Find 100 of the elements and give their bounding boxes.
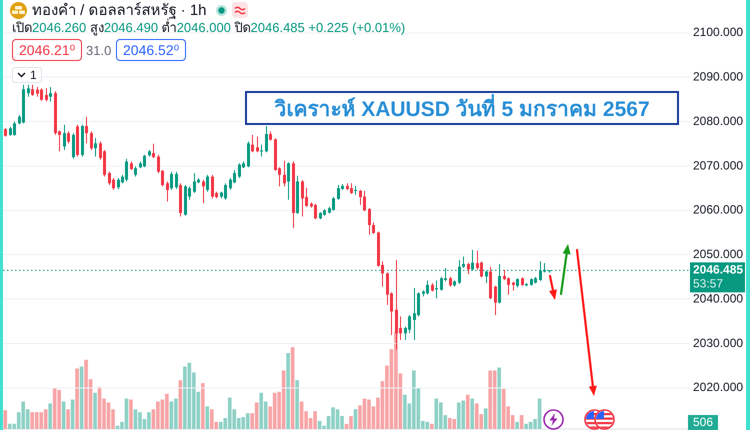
bar: [62, 402, 66, 429]
collapse-button: 1: [12, 67, 42, 83]
candlestick: [152, 143, 155, 158]
candlestick: [134, 166, 137, 178]
y-tick-label: 2080.000: [693, 114, 744, 128]
candlestick: [372, 222, 375, 234]
candlestick: [332, 196, 335, 212]
candlestick: [27, 84, 30, 98]
candlestick: [36, 86, 39, 98]
text: วิเคราะห์ XAUUSD วันที่ 5 มกราคม 2567: [245, 91, 679, 125]
bar: [66, 409, 70, 429]
y-tick-label: 2050.000: [693, 247, 744, 262]
bar: [21, 402, 26, 429]
candlestick: [13, 121, 16, 136]
bar: [403, 394, 407, 429]
candlestick: [40, 88, 43, 102]
candlestick: [251, 134, 254, 153]
bar: [70, 400, 74, 429]
candlestick: [193, 172, 196, 194]
candlestick: [94, 138, 97, 158]
candlestick: [426, 280, 429, 296]
bar: [492, 370, 497, 429]
candlestick: [233, 169, 236, 184]
bar: [246, 413, 250, 429]
candlestick: [229, 177, 232, 190]
candlestick: [224, 182, 227, 200]
bar: [218, 422, 223, 429]
bar: [456, 402, 461, 429]
candlestick: [125, 158, 128, 182]
candlestick: [31, 84, 34, 96]
bar: [484, 408, 488, 429]
candlestick: [503, 269, 506, 281]
bar: [48, 403, 52, 429]
candlestick: [368, 208, 371, 236]
candlestick: [117, 177, 120, 190]
bar: [44, 409, 48, 429]
candlestick: [90, 130, 93, 150]
text: 53:57: [693, 276, 724, 291]
bar: [30, 412, 34, 429]
annotation: 31.0: [86, 43, 112, 58]
bar: [474, 403, 479, 429]
bar: [538, 398, 542, 429]
bar: [488, 370, 492, 429]
candlestick: [449, 276, 452, 288]
bar: [286, 353, 290, 429]
bar: [183, 366, 187, 429]
bar: [205, 406, 210, 429]
candlestick: [206, 174, 209, 192]
bar: [466, 394, 470, 429]
candlestick: [408, 314, 411, 334]
bar: [34, 412, 39, 429]
y-tick-label: 2040.000: [693, 291, 744, 306]
candlestick: [314, 203, 317, 220]
candlestick: [238, 162, 241, 178]
y-tick-label: 2060.000: [693, 202, 744, 217]
bar: [129, 400, 133, 429]
bar: [497, 368, 501, 429]
candlestick: [301, 180, 304, 218]
candlestick: [269, 130, 272, 142]
candlestick: [337, 184, 340, 200]
bar: [470, 398, 474, 429]
annotation: 2046.52⁰: [116, 39, 186, 61]
candlestick: [260, 144, 263, 158]
bar: [290, 347, 294, 429]
bar: [80, 366, 84, 429]
y-tick-label: 2070.000: [693, 158, 744, 172]
bar: [75, 368, 79, 429]
candlestick: [350, 182, 353, 194]
candlestick: [494, 285, 497, 316]
bar: [438, 402, 443, 429]
candlestick: [283, 160, 286, 187]
candlestick: [247, 141, 250, 168]
bar: [425, 422, 430, 429]
annotation: 1: [30, 68, 37, 82]
candlestick: [462, 256, 465, 269]
candlestick: [211, 174, 214, 199]
bar: [515, 422, 519, 429]
bar: [448, 418, 452, 429]
bar: [295, 380, 299, 429]
candlestick: [265, 126, 268, 153]
candlestick: [175, 171, 178, 190]
bar: [200, 383, 205, 429]
chart-subtitle: ทองคำ / ดอลลาร์สหรัฐ · 1h: [32, 2, 207, 19]
candlestick: [507, 276, 510, 296]
candlestick: [435, 280, 438, 299]
bar: [178, 380, 182, 429]
bar: [254, 402, 259, 429]
bar: [241, 417, 246, 429]
annotation: เปิด2046.260 สูง2046.490 ต่ำ2046.000 ปิด2046.485 +0.225 (+0.01%): [12, 20, 406, 35]
text: 506: [688, 415, 718, 430]
bar: [282, 370, 286, 429]
candlestick: [72, 132, 75, 160]
candlestick: [417, 292, 420, 317]
bar: [93, 392, 97, 429]
bar: [210, 409, 214, 429]
candlestick: [413, 288, 416, 340]
candlestick: [112, 177, 115, 190]
candlestick: [49, 86, 52, 102]
candlestick: [480, 260, 483, 278]
candlestick: [166, 180, 169, 202]
